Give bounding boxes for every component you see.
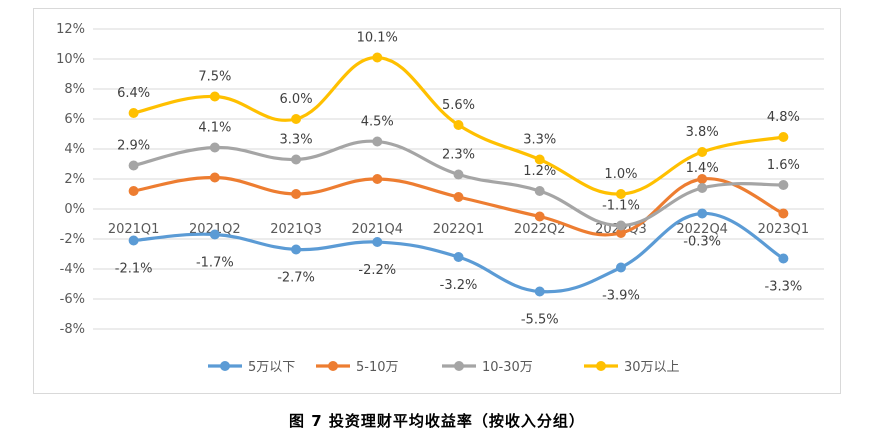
y-tick-label: 12%: [56, 22, 85, 37]
y-tick-label: 6%: [64, 112, 85, 127]
data-label: 3.3%: [280, 133, 313, 148]
data-point: [291, 154, 302, 165]
y-tick-label: 0%: [64, 202, 85, 217]
data-point: [453, 120, 464, 130]
data-label: 2.9%: [117, 139, 150, 154]
legend-label: 5万以下: [248, 360, 295, 375]
legend-marker: [454, 361, 464, 371]
data-label: -0.3%: [683, 235, 721, 250]
x-tick-label: 2023Q1: [758, 222, 810, 237]
data-point: [372, 52, 383, 63]
data-point: [615, 189, 626, 199]
data-label: 2.3%: [442, 148, 475, 163]
data-point: [453, 252, 464, 262]
data-point: [209, 229, 220, 240]
data-point: [372, 237, 383, 247]
legend-label: 5-10万: [356, 360, 399, 375]
data-label: -5.5%: [521, 313, 559, 328]
data-point: [778, 132, 789, 142]
data-label: -1.1%: [602, 199, 640, 214]
data-label: 3.8%: [686, 125, 719, 140]
data-label: -3.2%: [440, 278, 478, 293]
data-label: -2.1%: [115, 262, 153, 277]
y-tick-label: 2%: [64, 172, 85, 187]
data-point: [615, 262, 626, 273]
legend-label: 10-30万: [482, 360, 533, 375]
data-point: [778, 253, 789, 264]
x-tick-label: 2021Q4: [351, 222, 403, 237]
y-tick-label: -8%: [60, 322, 85, 337]
x-tick-label: 2022Q4: [676, 222, 728, 237]
y-tick-label: 8%: [64, 82, 85, 97]
y-tick-label: -6%: [60, 292, 85, 307]
data-label: 3.3%: [523, 133, 556, 148]
data-point: [697, 183, 708, 193]
data-point: [291, 189, 302, 199]
data-label: 1.6%: [767, 158, 800, 173]
y-tick-label: 10%: [56, 52, 85, 67]
data-label: -2.2%: [358, 263, 396, 278]
data-label: 1.4%: [686, 161, 719, 176]
data-point: [291, 244, 302, 255]
data-point: [778, 208, 789, 219]
x-tick-label: 2022Q2: [514, 222, 566, 237]
y-tick-label: -4%: [60, 262, 85, 277]
data-label: 1.0%: [604, 167, 637, 182]
data-label: 4.8%: [767, 110, 800, 125]
y-tick-label: -2%: [60, 232, 85, 247]
data-point: [615, 228, 626, 238]
data-point: [372, 136, 383, 147]
data-label: -3.9%: [602, 289, 640, 304]
data-point: [291, 114, 302, 124]
data-point: [534, 154, 545, 165]
x-tick-label: 2022Q1: [433, 222, 485, 237]
data-label: 6.0%: [280, 92, 313, 107]
data-label: 1.2%: [523, 164, 556, 179]
data-point: [534, 211, 545, 222]
data-label: -1.7%: [196, 256, 234, 271]
data-point: [697, 147, 708, 157]
data-point: [615, 220, 626, 231]
data-point: [697, 174, 708, 184]
x-tick-label: 2021Q3: [270, 222, 322, 237]
data-point: [697, 208, 708, 219]
data-point: [209, 142, 220, 153]
x-tick-label: 2021Q1: [108, 222, 160, 237]
chart-frame: -8%-6%-4%-2%0%2%4%6%8%10%12%2021Q12021Q2…: [33, 8, 841, 394]
data-label: -3.3%: [765, 280, 803, 295]
data-point: [209, 91, 220, 102]
data-label: -2.7%: [277, 271, 315, 286]
data-point: [453, 192, 464, 202]
data-point: [534, 286, 545, 297]
legend-marker: [220, 361, 230, 371]
figure-caption: 图 7 投资理财平均收益率（按收入分组）: [289, 412, 585, 430]
legend-label: 30万以上: [624, 360, 680, 375]
data-point: [128, 186, 139, 196]
legend-marker: [328, 361, 338, 371]
y-tick-label: 4%: [64, 142, 85, 157]
data-label: 4.5%: [361, 115, 394, 130]
data-label: 5.6%: [442, 98, 475, 113]
data-point: [453, 169, 464, 180]
data-point: [372, 174, 383, 184]
data-point: [209, 172, 220, 183]
data-point: [778, 180, 789, 190]
data-label: 4.1%: [198, 121, 231, 136]
data-label: 6.4%: [117, 86, 150, 101]
line-chart: -8%-6%-4%-2%0%2%4%6%8%10%12%2021Q12021Q2…: [56, 22, 824, 375]
data-point: [534, 186, 545, 196]
data-point: [128, 108, 139, 118]
legend-marker: [596, 361, 606, 371]
data-label: 7.5%: [198, 70, 231, 85]
data-point: [128, 235, 139, 246]
data-label: 10.1%: [357, 31, 398, 46]
data-point: [128, 160, 139, 171]
